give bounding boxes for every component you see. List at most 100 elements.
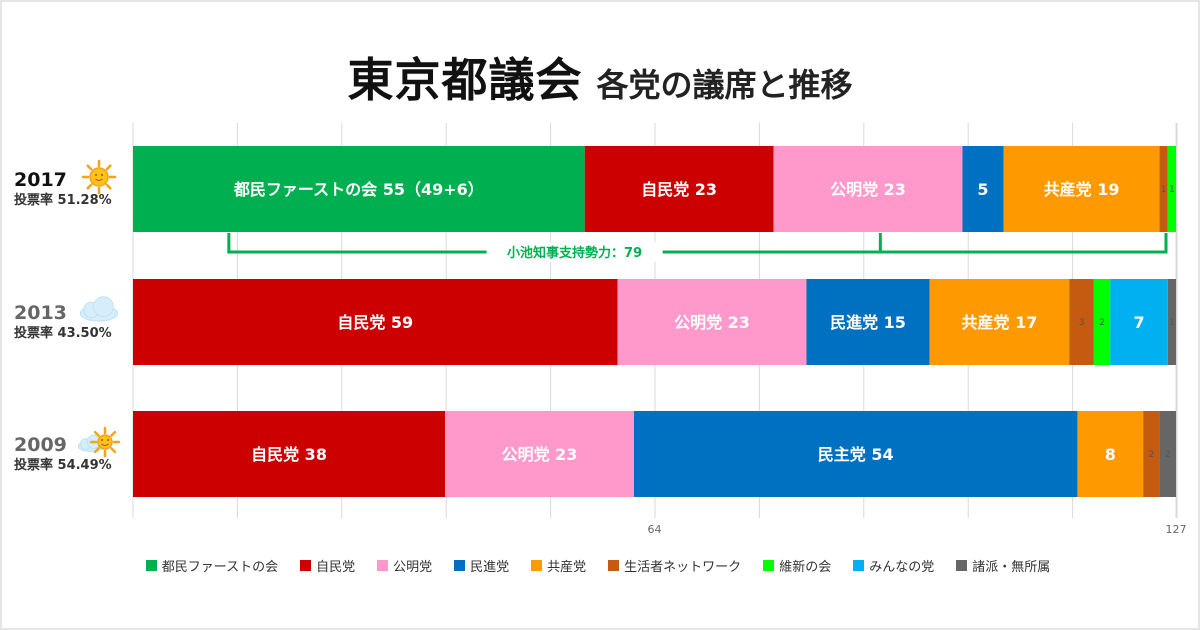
legend-label: 共産党	[547, 560, 587, 575]
legend-swatch	[145, 560, 157, 571]
x-tick-label: 64	[648, 523, 662, 536]
bar-segment-komeito	[445, 411, 634, 497]
bar-segment-minshin	[633, 411, 1078, 497]
sun-eye	[95, 174, 97, 176]
sun-ray	[86, 164, 93, 171]
bar-label: 共産党 17	[962, 313, 1038, 332]
sun-eye	[107, 439, 109, 441]
sun-ray	[105, 183, 112, 190]
bar-segment-jcp	[929, 279, 1070, 365]
bar-label: 2	[1099, 318, 1105, 328]
legend-label: みんなの党	[869, 560, 935, 575]
bar-label: 共産党 19	[1044, 180, 1120, 199]
sun-ray	[93, 430, 100, 437]
bar-label: 1	[1169, 318, 1175, 328]
title-main: 東京都議会	[347, 53, 583, 107]
legend-swatch	[454, 560, 466, 571]
bar-label: 都民ファーストの会 55（49+6）	[233, 180, 484, 199]
bar-label: 8	[1105, 445, 1116, 464]
legend-swatch	[300, 560, 312, 571]
legend-label: 自民党	[316, 560, 356, 575]
bar-segment-minna	[1110, 279, 1168, 365]
legend-swatch	[956, 560, 968, 571]
bar-label: 2	[1148, 450, 1154, 460]
bar-label: 1	[1161, 185, 1167, 195]
bar-label: 自民党 23	[641, 180, 717, 199]
chart-title: 東京都議会 各党の議席と推移	[2, 44, 1198, 110]
support-bracket	[878, 233, 1168, 254]
bar-segment-ishin	[1093, 279, 1111, 365]
bar-segment-ldp	[133, 279, 618, 365]
support-annotation: 小池知事支持勢力：79	[507, 245, 642, 261]
bar-segment-seikatsu	[1143, 411, 1160, 497]
bar-segment-other	[1167, 279, 1176, 365]
annotation-bg	[486, 242, 663, 262]
bar-segment-other	[1159, 411, 1176, 497]
legend-item-ishin: 維新の会	[763, 556, 831, 575]
bar-segment-komeito	[617, 279, 807, 365]
bar-segment-jcp	[1077, 411, 1144, 497]
sun-ray	[110, 430, 117, 437]
turnout-label: 投票率 51.28%	[14, 192, 112, 208]
bar-segment-tomin	[133, 146, 585, 232]
legend-label: 都民ファーストの会	[161, 560, 279, 575]
turnout-label: 投票率 54.49%	[14, 457, 112, 473]
row-year-label: 2013	[14, 302, 67, 324]
bar-segment-seikatsu	[1069, 279, 1094, 365]
bar-segment-minshin	[806, 279, 930, 365]
bar-segment-ldp	[133, 411, 446, 497]
title-sub: 各党の議席と推移	[596, 66, 853, 104]
row-year-label: 2009	[14, 434, 67, 456]
x-tick-label: 127	[1166, 523, 1187, 536]
legend-swatch	[763, 560, 775, 571]
bar-label: 5	[977, 180, 988, 199]
sun-icon	[89, 167, 109, 187]
support-bracket	[227, 233, 881, 254]
legend-label: 諸派・無所属	[972, 560, 1051, 575]
legend-item-jcp: 共産党	[531, 556, 586, 575]
bar-segment-jcp	[1003, 146, 1160, 232]
legend-item-tomin: 都民ファーストの会	[145, 556, 279, 575]
legend-label: 民進党	[470, 560, 510, 575]
legend-item-minna: みんなの党	[853, 556, 934, 575]
bar-label: 公明党 23	[502, 445, 578, 464]
bar-label: 民進党 15	[830, 313, 906, 332]
bar-label: 3	[1079, 318, 1085, 328]
sun-smile	[95, 178, 103, 181]
legend-swatch	[377, 560, 389, 571]
bar-segment-minshin	[962, 146, 1004, 232]
sun-ray	[110, 447, 117, 454]
cloud-puff	[93, 296, 114, 318]
sun-smile	[101, 443, 109, 446]
bar-label: 自民党 59	[337, 313, 413, 332]
bar-label: 公明党 23	[674, 313, 750, 332]
legend-label: 公明党	[393, 560, 433, 575]
sun-ray	[93, 447, 100, 454]
sun-ray	[105, 164, 112, 171]
legend-item-seikatsu: 生活者ネットワーク	[608, 556, 741, 575]
bar-label: 自民党 38	[251, 445, 327, 464]
legend-item-other: 諸派・無所属	[956, 556, 1050, 575]
bar-label: 民主党 54	[818, 445, 894, 464]
bar-segment-komeito	[773, 146, 963, 232]
legend-item-komeito: 公明党	[377, 556, 432, 575]
row-year-label: 2017	[14, 169, 67, 191]
sun-icon	[97, 434, 113, 450]
bar-label: 2	[1165, 450, 1171, 460]
bar-segment-ishin	[1167, 146, 1176, 232]
bar-segment-ldp	[584, 146, 774, 232]
chart-legend: 都民ファーストの会 自民党 公明党 民進党 共産党 生活者ネットワーク 維新の会 みんなの党 諸…	[0, 556, 1196, 575]
sun-ray	[86, 183, 93, 190]
sun-eye	[101, 174, 103, 176]
bar-segment-seikatsu	[1159, 146, 1168, 232]
legend-label: 維新の会	[779, 560, 832, 575]
sun-eye	[101, 439, 103, 441]
legend-item-minshin: 民進党	[454, 556, 509, 575]
legend-label: 生活者ネットワーク	[624, 560, 742, 575]
bar-label: 公明党 23	[830, 180, 906, 199]
legend-swatch	[531, 560, 543, 571]
legend-swatch	[608, 560, 620, 571]
legend-swatch	[853, 560, 865, 571]
bar-label: 7	[1133, 313, 1144, 332]
